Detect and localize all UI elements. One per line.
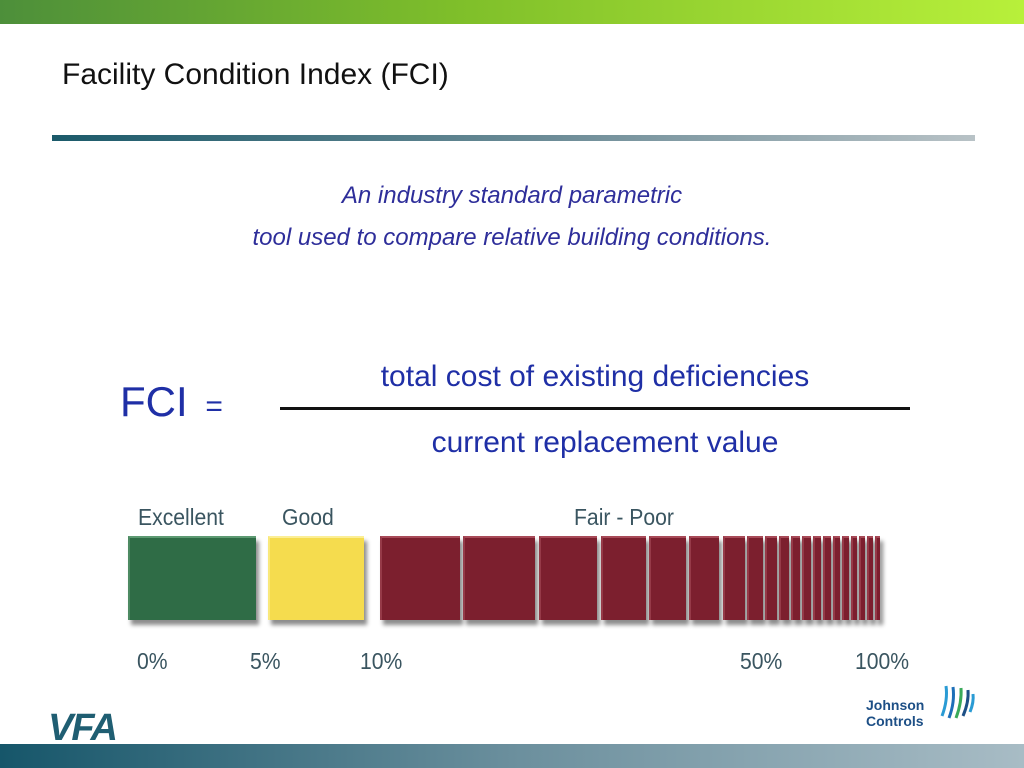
scale-square-fair-poor-2 bbox=[463, 536, 535, 620]
scale-square-fair-poor-18 bbox=[859, 536, 865, 620]
scale-square-fair-poor-1 bbox=[380, 536, 460, 620]
scale-tick-50: 50% bbox=[740, 648, 783, 674]
formula-equals-sign: = bbox=[205, 390, 223, 423]
scale-square-fair-poor-14 bbox=[823, 536, 831, 620]
scale-square-fair-poor-3 bbox=[539, 536, 597, 620]
scale-square-fair-poor-7 bbox=[723, 536, 745, 620]
scale-tick-5: 5% bbox=[250, 648, 281, 674]
subtitle-line-1: An industry standard parametric bbox=[341, 182, 683, 209]
scale-square-fair-poor-20 bbox=[875, 536, 880, 620]
scale-square-fair-poor-10 bbox=[779, 536, 789, 620]
bottom-accent-band bbox=[0, 744, 1024, 768]
subtitle-line-2: tool used to compare relative building c… bbox=[252, 224, 772, 251]
scale-square-fair-poor-6 bbox=[689, 536, 719, 620]
scale-label-good: Good bbox=[282, 504, 334, 530]
scale-label-fair-poor: Fair - Poor bbox=[574, 504, 674, 530]
scale-square-fair-poor-11 bbox=[791, 536, 800, 620]
slide-title: Facility Condition Index (FCI) bbox=[62, 58, 449, 91]
scale-square-fair-poor-13 bbox=[813, 536, 821, 620]
scale-tick-10: 10% bbox=[360, 648, 403, 674]
formula-denominator: current replacement value bbox=[431, 426, 779, 459]
vfa-logo: VFA bbox=[48, 707, 118, 749]
scale-square-good bbox=[268, 536, 364, 620]
scale-square-fair-poor-17 bbox=[851, 536, 857, 620]
title-divider bbox=[52, 135, 975, 141]
formula-fraction-bar bbox=[280, 407, 910, 410]
johnson-controls-logo-text: Johnson Controls bbox=[866, 697, 924, 729]
formula-lhs-label: FCI bbox=[120, 378, 188, 425]
scale-square-fair-poor-19 bbox=[867, 536, 873, 620]
formula-lhs: FCI = bbox=[120, 378, 223, 426]
scale-square-excellent bbox=[128, 536, 256, 620]
scale-square-fair-poor-5 bbox=[649, 536, 686, 620]
scale-tick-0: 0% bbox=[137, 648, 168, 674]
scale-square-fair-poor-9 bbox=[765, 536, 777, 620]
johnson-controls-mark-icon bbox=[940, 685, 975, 719]
scale-label-excellent: Excellent bbox=[138, 504, 224, 530]
johnson-controls-line-1: Johnson bbox=[866, 697, 925, 713]
top-accent-band bbox=[0, 0, 1024, 24]
scale-square-fair-poor-16 bbox=[842, 536, 849, 620]
scale-square-fair-poor-8 bbox=[747, 536, 763, 620]
scale-tick-100: 100% bbox=[855, 648, 910, 674]
scale-square-fair-poor-15 bbox=[833, 536, 840, 620]
formula-numerator: total cost of existing deficiencies bbox=[380, 360, 810, 393]
johnson-controls-line-2: Controls bbox=[866, 713, 924, 729]
scale-square-fair-poor-4 bbox=[601, 536, 646, 620]
scale-square-fair-poor-12 bbox=[802, 536, 811, 620]
